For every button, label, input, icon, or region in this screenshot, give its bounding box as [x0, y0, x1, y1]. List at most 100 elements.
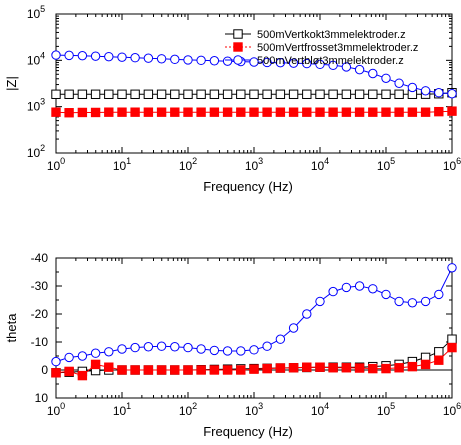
data-point [249, 57, 259, 67]
data-point [117, 107, 127, 117]
x-tick-label: 103 [245, 156, 263, 173]
data-point [407, 107, 418, 117]
data-point [209, 345, 220, 356]
data-point [328, 107, 338, 117]
data-point [117, 52, 127, 62]
data-point [407, 82, 418, 93]
data-point [328, 60, 338, 71]
data-point [302, 58, 312, 69]
x-tick-label: 104 [311, 156, 329, 173]
data-point [51, 50, 61, 60]
data-point [51, 356, 61, 367]
series-2 [51, 106, 457, 118]
x-tick-label: 106 [443, 156, 461, 173]
y-tick-label: -40 [31, 251, 49, 265]
data-point [64, 89, 74, 99]
data-point [447, 89, 457, 99]
data-point [341, 62, 352, 72]
data-point [302, 362, 312, 372]
series-3 [51, 263, 457, 367]
data-point [315, 362, 325, 372]
data-point [262, 363, 272, 374]
data-point [156, 107, 167, 117]
data-point [64, 366, 74, 377]
x-tick-label: 104 [311, 401, 329, 418]
data-point [77, 50, 88, 61]
data-point [64, 352, 74, 363]
legend: 500mVertkokt3mmelektroder.z500mVertfross… [225, 29, 418, 67]
data-point [209, 365, 220, 375]
data-point [302, 107, 312, 117]
data-point [394, 78, 404, 88]
data-point [117, 344, 127, 354]
y-tick-label: 103 [27, 97, 45, 114]
data-point [104, 347, 114, 357]
x-tick-label: 101 [113, 156, 131, 173]
data-point [222, 56, 233, 66]
data-point [77, 370, 88, 381]
data-point [447, 342, 457, 353]
legend-entry: 500mVertkokt3mmelektroder.z [257, 29, 406, 41]
x-tick-label: 100 [47, 401, 65, 418]
data-point [90, 359, 101, 370]
data-point [262, 57, 272, 68]
data-point [104, 362, 114, 372]
data-point [434, 88, 444, 98]
data-point [183, 342, 193, 353]
data-point [236, 365, 246, 375]
y-tick-label: 102 [27, 143, 45, 160]
data-point [368, 89, 378, 99]
data-point [104, 51, 114, 62]
data-point [77, 351, 88, 361]
data-point [288, 363, 299, 373]
data-point [130, 342, 140, 353]
data-point [341, 363, 352, 373]
data-point [434, 106, 444, 117]
data-point [381, 89, 391, 99]
data-point [156, 341, 167, 351]
data-point [196, 89, 206, 99]
data-point [288, 323, 299, 333]
data-point [130, 365, 140, 375]
data-point [315, 296, 325, 307]
data-point [183, 55, 193, 65]
data-point [249, 89, 259, 99]
data-point [196, 107, 206, 117]
data-point [64, 108, 74, 118]
data-point [117, 89, 127, 99]
data-point [209, 107, 220, 117]
data-point [275, 107, 286, 117]
data-point [407, 361, 418, 372]
series-2 [51, 342, 457, 381]
data-point [233, 42, 243, 52]
data-point [236, 107, 246, 117]
data-point [222, 89, 233, 99]
data-point [368, 68, 378, 79]
data-point [368, 363, 378, 374]
data-point [170, 107, 180, 117]
data-point [341, 282, 352, 293]
plot-frame [55, 257, 453, 399]
data-point [249, 345, 259, 355]
data-point [368, 107, 378, 117]
data-point [341, 107, 352, 117]
data-point [183, 365, 193, 375]
data-point [170, 342, 180, 352]
data-point [183, 107, 193, 117]
data-point [130, 89, 140, 99]
data-point [315, 59, 325, 70]
data-point [420, 107, 431, 117]
data-point [354, 363, 365, 373]
data-point [394, 363, 404, 373]
chart-1: 100 101 102 103 104 105 106 102 103 104 105 Frequen… [4, 4, 461, 194]
x-tick-label: 106 [443, 401, 461, 418]
data-point [143, 89, 154, 99]
data-point [275, 363, 286, 373]
y-axis-label: |Z| [4, 76, 19, 91]
chart-2: 100 101 102 103 104 105 106100-10-20-30-40Freq… [4, 251, 461, 439]
data-point [262, 89, 272, 99]
y-tick-label: -30 [31, 279, 49, 293]
data-point [394, 296, 404, 307]
